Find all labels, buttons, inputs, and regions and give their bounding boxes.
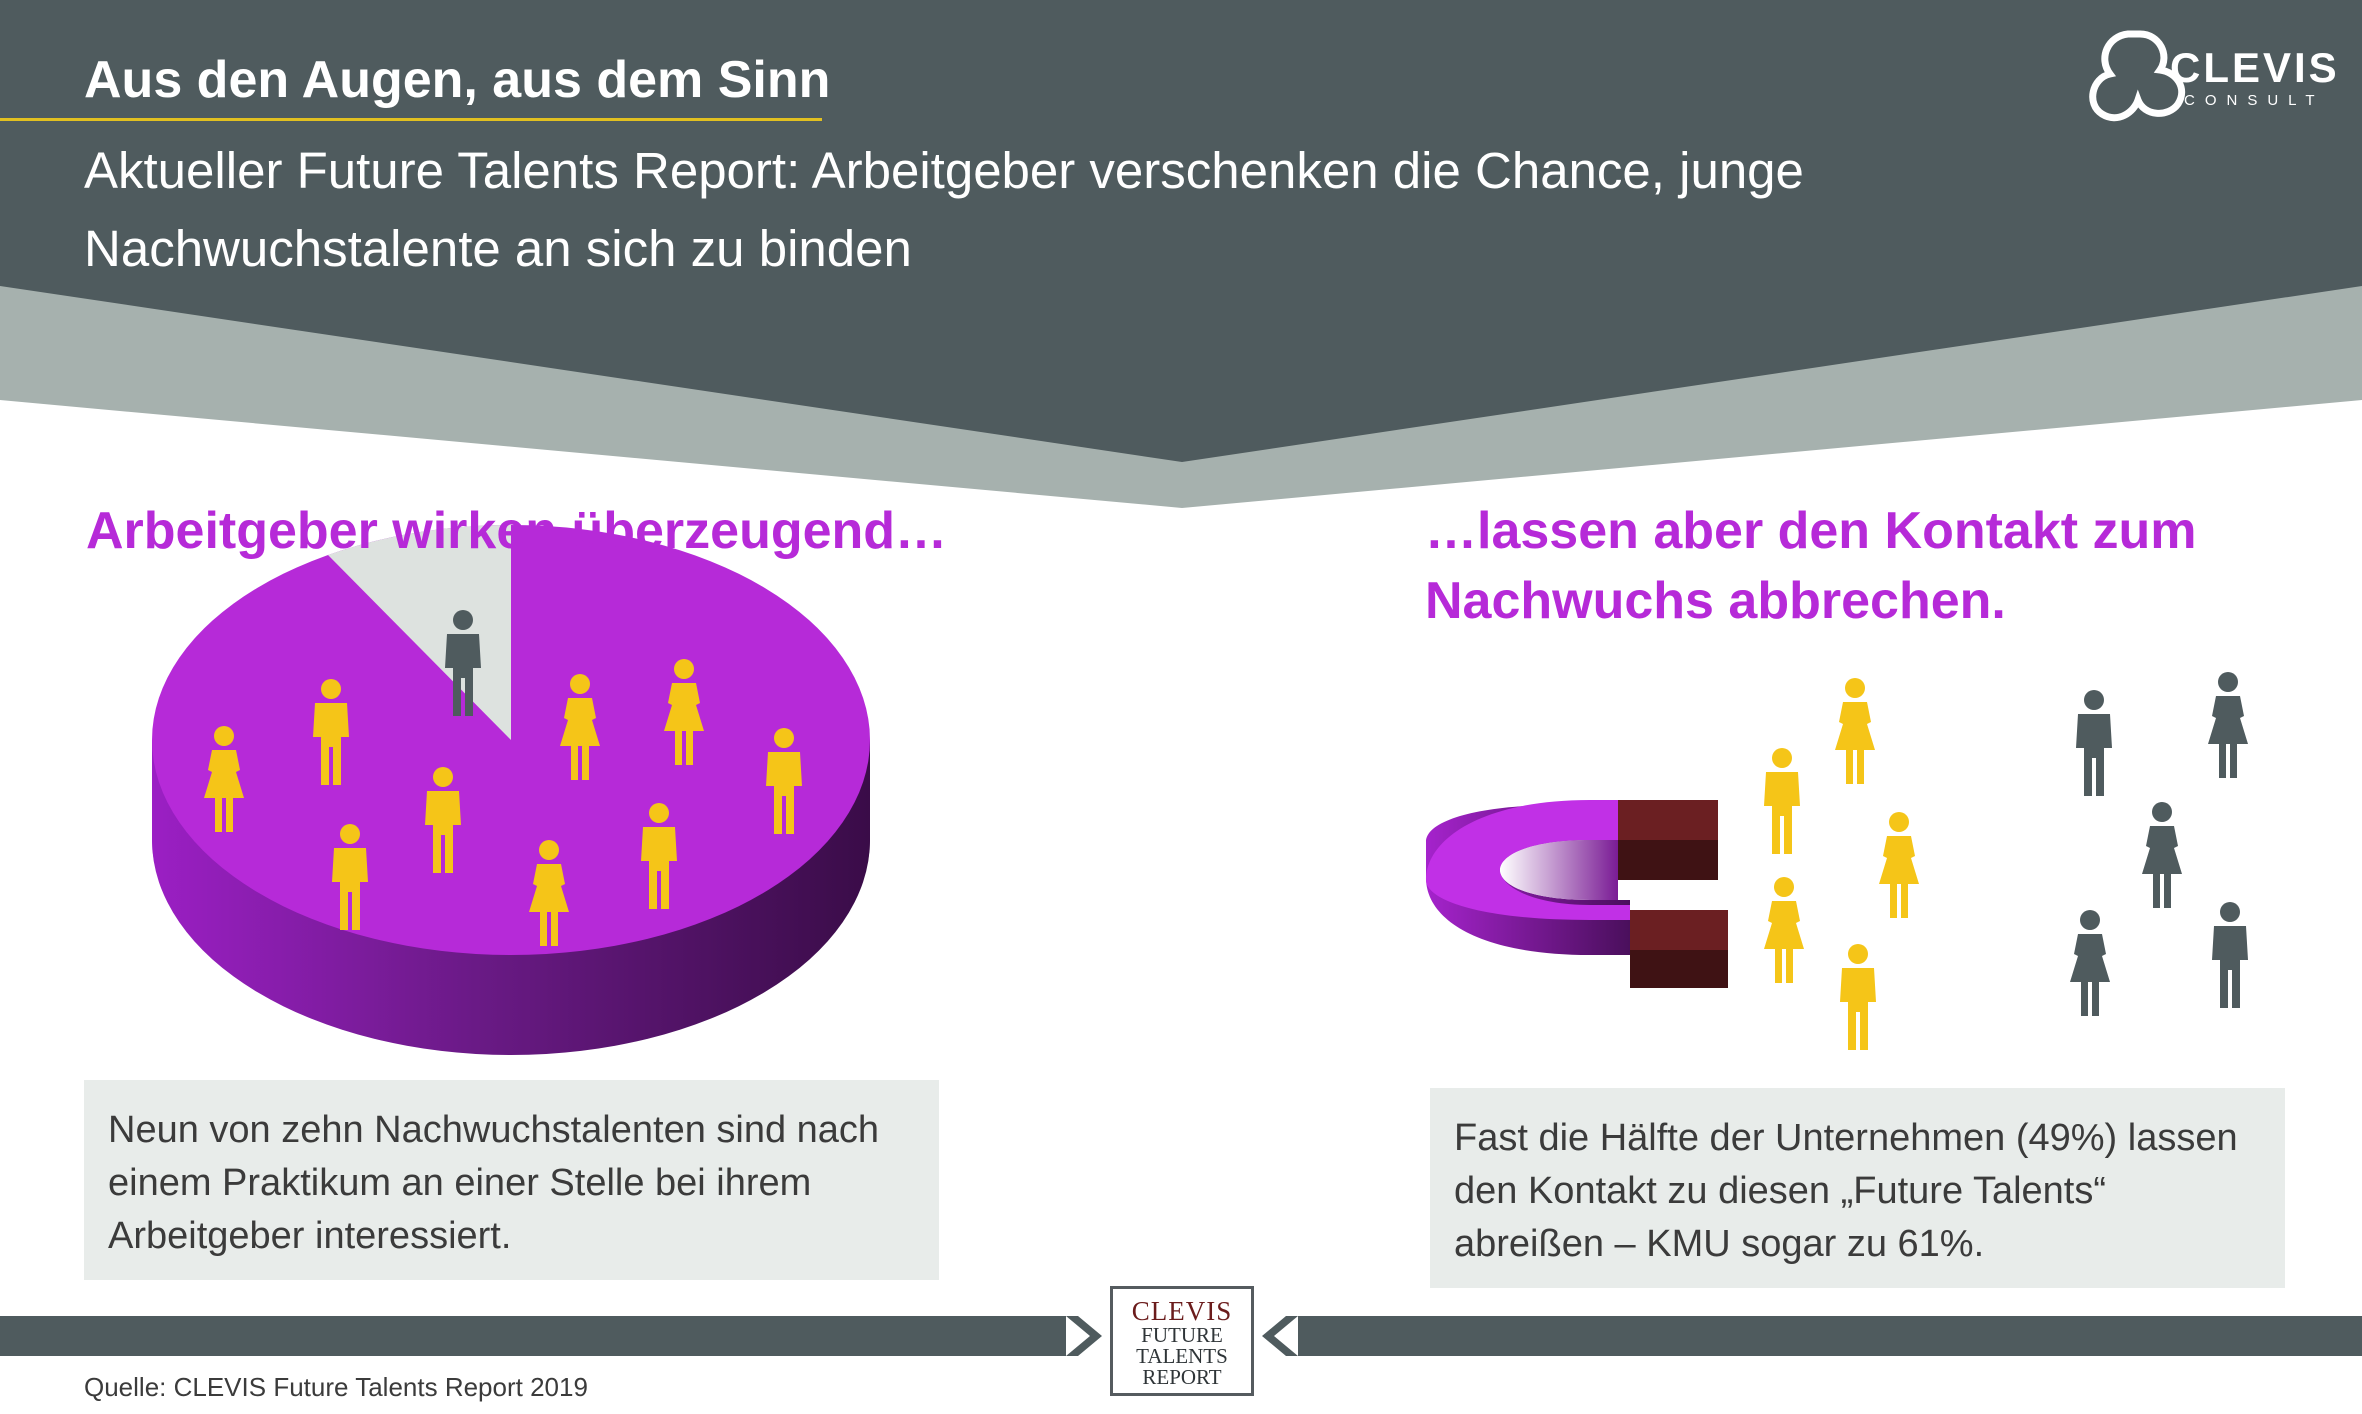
- badge-line-3: TALENTS: [1136, 1344, 1228, 1368]
- left-text-box: Neun von zehn Nachwuchstalenten sind nac…: [84, 1080, 939, 1280]
- title-underline: [0, 118, 822, 121]
- left-heading: Arbeitgeber wirken überzeugend…: [86, 502, 948, 560]
- footer-bar: [0, 1316, 2362, 1356]
- page-title: Aus den Augen, aus dem Sinn: [84, 51, 831, 109]
- page-subtitle: Aktueller Future Talents Report: Arbeitg…: [84, 142, 1804, 277]
- attracted-figures-yellow: [1764, 678, 1919, 1050]
- pie-chart-3d: [152, 525, 870, 1055]
- badge-line-2: FUTURE: [1141, 1323, 1223, 1347]
- report-badge: CLEVIS FUTURE TALENTS REPORT: [1110, 1286, 1254, 1396]
- right-heading: …lassen aber den Kontakt zum Nachwuchs a…: [1425, 502, 2197, 630]
- source-note: Quelle: CLEVIS Future Talents Report 201…: [84, 1372, 588, 1402]
- logo-name: CLEVIS: [2170, 44, 2340, 91]
- badge-line-4: REPORT: [1142, 1365, 1222, 1389]
- badge-line-1: CLEVIS: [1131, 1296, 1233, 1326]
- logo-subtitle: CONSULT: [2184, 92, 2325, 109]
- clevis-logo-icon: [2089, 30, 2186, 122]
- magnet-icon: [1426, 800, 1728, 988]
- right-text-box: Fast die Hälfte der Unternehmen (49%) la…: [1430, 1088, 2285, 1288]
- lost-figures-gray: [2070, 672, 2248, 1016]
- header-band-dark: [0, 0, 2362, 462]
